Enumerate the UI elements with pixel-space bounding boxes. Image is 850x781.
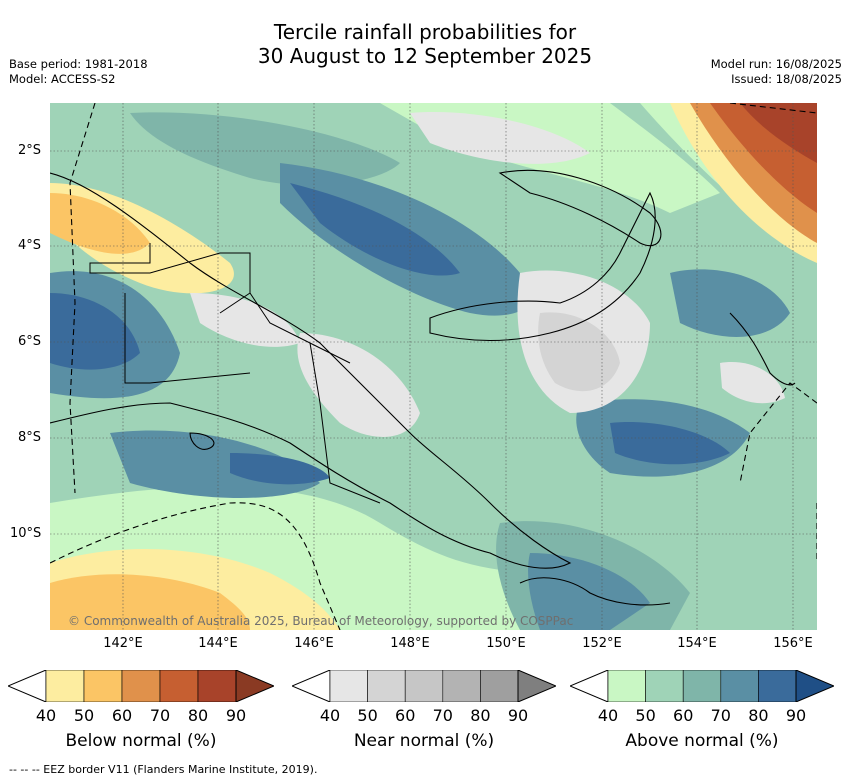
lat-label-6s: 6°S [18,334,42,349]
above-bin-50-60 [645,669,684,703]
above-extend-high [795,669,836,703]
lon-label-142e: 142°E [103,636,143,651]
province-borders [89,243,381,504]
copyright-notice: © Commonwealth of Australia 2025, Bureau… [68,614,574,628]
above-normal-60-north [130,112,400,186]
near-normal-40-central [297,333,420,437]
lon-label-154e: 154°E [677,636,717,651]
lat-label-10s: 10°S [10,526,42,541]
near-tick-80: 80 [470,706,491,725]
near-tick-90: 90 [507,706,529,725]
colorbar-below-normal-svg [6,669,276,703]
below-normal-50-south [50,574,250,630]
above-normal-70-south [528,553,650,630]
new-guinea-coast [50,172,572,569]
above-normal-80-east [610,422,730,465]
above-tick-40: 40 [597,706,619,725]
colorbar-above-normal [568,669,836,706]
below-bin-60-70 [121,669,161,703]
above-tick-50: 50 [635,706,656,725]
near-normal-40-east-island [720,362,785,404]
fly-river-islands [189,432,215,450]
above-bin-60-70 [682,669,722,703]
below-tick-60: 60 [111,706,133,725]
coastlines [50,169,796,606]
lat-label-2s: 2°S [18,143,42,158]
below-tick-90: 90 [225,706,247,725]
title-line-2: 30 August to 12 September 2025 [257,44,593,68]
lon-label-148e: 148°E [390,636,430,651]
above-normal-80-central [290,183,460,276]
lat-label-4s: 4°S [18,238,42,253]
near-tick-70: 70 [432,706,453,725]
below-normal-80-northeast [740,103,817,163]
near-bin-60-70 [404,669,444,703]
near-tick-40: 40 [319,706,341,725]
above-tick-70: 70 [710,706,731,725]
lon-label-144e: 144°E [198,636,238,651]
below-extend-high [235,669,276,703]
colorbar-below-label: Below normal (%) [65,731,217,751]
above-tick-90: 90 [785,706,807,725]
above-normal-70-northeast [670,269,790,337]
eez-footer-note: -- -- -- EEZ border V11 (Flanders Marine… [9,763,318,776]
lon-label-150e: 150°E [486,636,526,651]
title-line-1: Tercile rainfall probabilities for [273,20,577,44]
near-bin-70-80 [442,669,481,703]
issued-date: Issued: 18/08/2025 [731,72,842,86]
new-ireland-coast [498,169,662,247]
below-bin-70-80 [159,669,199,703]
model-run: Model run: 16/08/2025 [710,57,842,71]
below-tick-70: 70 [149,706,171,725]
probability-map: © Commonwealth of Australia 2025, Bureau… [50,103,817,630]
eez-borders [50,103,817,630]
near-bin-80-90 [480,669,519,703]
near-bin-50-60 [367,669,406,703]
below-tick-80: 80 [187,706,209,725]
louisiade-islands [519,577,671,606]
above-bin-80-90 [758,669,797,703]
map-title: Tercile rainfall probabilities for 30 Au… [0,20,850,68]
lon-label-152e: 152°E [582,636,622,651]
colorbar-near-label: Near normal (%) [353,731,495,751]
near-normal-40-west [190,293,300,347]
model-name: Model: ACCESS-S2 [9,72,116,86]
near-normal-50-east [538,312,620,392]
base-period: Base period: 1981-2018 [9,57,148,71]
near-bin-40-50 [329,669,368,703]
below-normal-50-west [50,193,150,254]
map-canvas [50,103,817,630]
meta-left: Base period: 1981-2018 Model: ACCESS-S2 [9,57,148,87]
colorbar-above-normal-svg [568,669,836,703]
above-extend-low [568,669,609,703]
below-extend-low [6,669,47,703]
lon-label-146e: 146°E [294,636,334,651]
colorbar-above-label: Above normal (%) [625,731,779,751]
above-tick-80: 80 [748,706,769,725]
below-bin-40-50 [45,669,85,703]
lon-label-156e: 156°E [773,636,813,651]
meta-right: Model run: 16/08/2025 Issued: 18/08/2025 [711,57,842,87]
above-tick-60: 60 [673,706,694,725]
below-bin-50-60 [83,669,123,703]
above-bin-70-80 [720,669,759,703]
near-extend-low [290,669,331,703]
new-britain-coast [429,191,656,342]
colorbar-below-normal [6,669,276,706]
below-tick-40: 40 [35,706,57,725]
above-bin-40-50 [607,669,646,703]
above-normal-80-southwest [230,453,330,485]
near-extend-high [517,669,558,703]
below-tick-50: 50 [73,706,95,725]
colorbar-near-normal [290,669,558,706]
below-bin-80-90 [197,669,237,703]
near-tick-60: 60 [395,706,416,725]
lat-label-8s: 8°S [18,430,42,445]
colorbar-near-normal-svg [290,669,558,703]
near-tick-50: 50 [357,706,378,725]
